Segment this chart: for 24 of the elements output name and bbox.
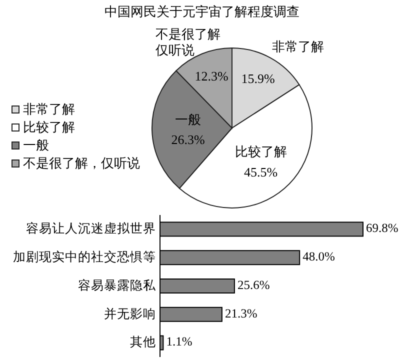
data-label: 45.5% [244, 164, 278, 180]
text: 不是很了解 [155, 27, 220, 42]
legend-label: 一般 [23, 138, 49, 154]
data-label: 48.0% [302, 249, 335, 264]
legend-label: 比较了解 [23, 120, 75, 136]
slice-label: 比较了解 [234, 144, 287, 160]
data-label: 1.1% [166, 334, 192, 349]
y-tick-label: 其他 [130, 334, 156, 350]
data-label: 69.8% [366, 221, 398, 236]
chart-title: 中国网民关于元宇宙了解程度调查 [104, 4, 300, 20]
data-label: 26.3% [171, 132, 205, 148]
data-label: 25.6% [237, 278, 270, 292]
text: 仅听说 [155, 43, 194, 58]
y-tick-label: 加剧现实中的社交恐惧等 [13, 249, 156, 264]
y-tick-label: 容易暴露隐私 [78, 277, 157, 292]
y-tick-label: 容易让人沉迷虚拟世界 [26, 220, 156, 236]
y-tick-label: 并无影响 [104, 306, 156, 321]
data-label: 12.3% [194, 68, 228, 84]
slice-label: 非常了解 [272, 40, 324, 55]
slice-label: 一般 [175, 112, 202, 128]
data-label: 15.9% [241, 71, 276, 86]
legend-label: 非常了解 [23, 102, 75, 118]
data-label: 21.3% [224, 306, 258, 320]
legend-label: 不是很了解，仅听说 [23, 156, 140, 172]
